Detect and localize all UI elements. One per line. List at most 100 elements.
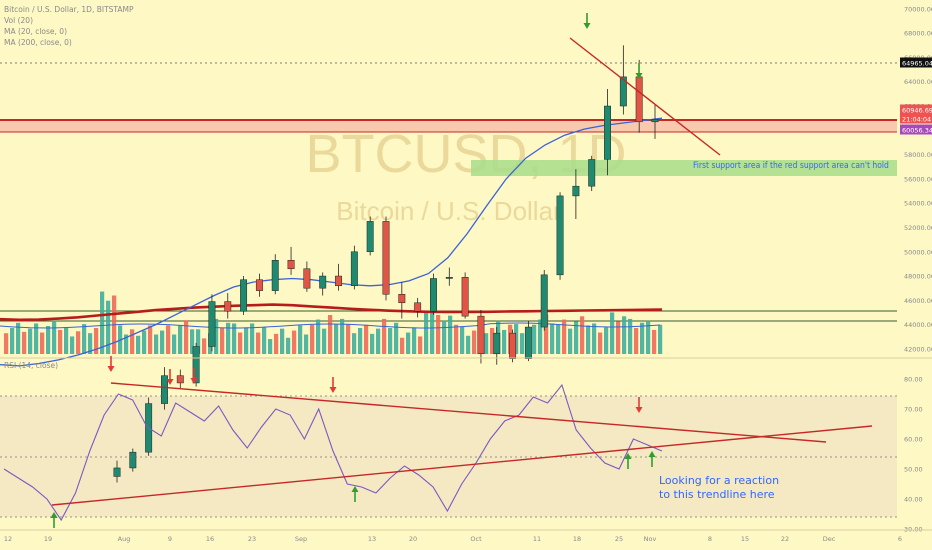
price-tick-label: 48000.00 xyxy=(904,273,932,281)
time-tick-label: 22 xyxy=(781,535,789,543)
volume-bar xyxy=(514,324,519,354)
rsi-line xyxy=(3,383,663,522)
volume-bar xyxy=(10,328,15,354)
volume-bar xyxy=(334,324,339,354)
green-arrow-rsi-2-head xyxy=(351,486,359,492)
volume-bar xyxy=(16,322,21,354)
volume-bar xyxy=(280,328,285,354)
candle-body xyxy=(224,301,232,312)
red-arrow-rsi-2-head xyxy=(166,379,174,385)
volume-bar xyxy=(202,338,207,354)
price-tick-label: 42000.00 xyxy=(904,345,932,353)
time-tick-label: Dec xyxy=(823,535,836,543)
volume-bar xyxy=(328,315,333,354)
volume-bar xyxy=(82,324,87,354)
volume-bar xyxy=(196,329,201,354)
volume-bar xyxy=(142,330,147,354)
green-support-zone xyxy=(471,160,897,176)
price-label-box xyxy=(900,57,932,68)
candle-body xyxy=(335,275,342,287)
rsi-legend: RSI (14, close) xyxy=(4,361,59,370)
ma200-line xyxy=(0,303,663,322)
volume-bar xyxy=(466,335,471,354)
volume-bar xyxy=(568,328,573,354)
annotation-arrows xyxy=(50,13,656,528)
candle-body xyxy=(604,105,611,160)
price-tick-label: 56000.00 xyxy=(904,175,932,183)
candles xyxy=(113,45,659,483)
volume-bar xyxy=(370,333,375,354)
volume-bar xyxy=(106,300,111,354)
volume-bar xyxy=(22,331,27,354)
time-tick-label: 12 xyxy=(4,535,12,543)
volume-bar xyxy=(274,333,279,354)
volume-bar xyxy=(94,328,99,354)
price-label-box xyxy=(900,104,932,115)
volume-bar xyxy=(604,327,609,354)
volume-bar xyxy=(502,329,507,354)
ma20-line xyxy=(0,117,663,367)
volume-bar xyxy=(658,324,663,354)
rsi-tick-label: 50.00 xyxy=(904,466,923,474)
volume-bar xyxy=(130,329,135,354)
price-label-box xyxy=(900,113,932,124)
volume-bar xyxy=(556,324,561,354)
rsi-tick-label: 60.00 xyxy=(904,436,923,444)
volume-bar xyxy=(346,324,351,354)
volume-bar xyxy=(448,315,453,354)
volume-bar xyxy=(70,336,75,354)
candle-body xyxy=(113,467,121,477)
time-tick-label: 15 xyxy=(741,535,749,543)
volume-bar xyxy=(298,325,303,354)
volume-bar xyxy=(166,325,171,354)
volume-bar xyxy=(580,316,585,354)
candle-body xyxy=(271,260,279,291)
volume-bar xyxy=(76,331,81,354)
time-tick-label: 11 xyxy=(533,535,541,543)
rsi-descending-trendline xyxy=(110,382,827,443)
time-tick-label: 9 xyxy=(168,535,172,543)
rsi-tick-label: 70.00 xyxy=(904,406,923,414)
price-tick-label: 52000.00 xyxy=(904,224,932,232)
volume-bar xyxy=(358,328,363,354)
volume-bar xyxy=(28,328,33,354)
volume-bar xyxy=(436,315,441,354)
rsi-note-line-1: Looking for a reaction xyxy=(659,474,779,487)
volume-bar xyxy=(250,323,255,354)
volume-bar xyxy=(256,332,261,354)
volume-bar xyxy=(262,327,267,354)
candle-body xyxy=(240,279,248,312)
volume-bar xyxy=(184,320,189,354)
volume-bar xyxy=(532,324,537,354)
volume-bar xyxy=(4,333,9,354)
candle-body xyxy=(556,195,564,276)
volume-bar xyxy=(628,318,633,354)
candle-body xyxy=(477,315,485,355)
price-label-text: 64965.04 xyxy=(902,60,932,68)
time-tick-label: Oct xyxy=(470,535,482,543)
volume-bar xyxy=(292,330,297,354)
volume-bar xyxy=(538,319,543,354)
candle-body xyxy=(572,185,580,197)
moving-averages xyxy=(0,117,663,367)
volume-bar xyxy=(322,328,327,354)
volume-bar xyxy=(406,332,411,354)
volume-bar xyxy=(52,320,57,354)
time-tick-label: 19 xyxy=(44,535,52,543)
volume-bar xyxy=(34,323,39,354)
support-note: First support area if the red support ar… xyxy=(693,161,889,171)
volume-bar xyxy=(460,326,465,354)
volume-bar xyxy=(160,330,165,354)
green-arrow-top-2-head xyxy=(635,73,643,79)
time-tick-label: Aug xyxy=(118,535,131,543)
volume-bar xyxy=(430,305,435,354)
price-tick-label: 68000.00 xyxy=(904,30,932,38)
price-label-text: 60056.34 xyxy=(902,127,932,135)
candle-body xyxy=(287,260,295,270)
volume-bar xyxy=(586,325,591,354)
volume-bar xyxy=(172,334,177,354)
volume-bar xyxy=(244,327,249,354)
volume-ma-line xyxy=(0,322,661,329)
